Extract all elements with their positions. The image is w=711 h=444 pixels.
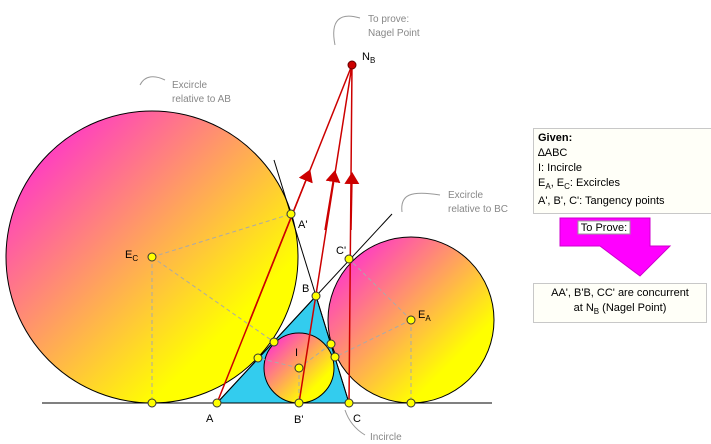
- given-box: Given: ∆ABC I: Incircle EA, EC: Excircle…: [533, 128, 711, 214]
- label: I: [295, 347, 298, 359]
- label: Nagel Point: [368, 28, 420, 39]
- label: E: [418, 309, 425, 321]
- line-ab: [216, 213, 393, 404]
- label: C: [132, 254, 138, 263]
- radii: [151, 213, 412, 403]
- label: A: [425, 314, 431, 323]
- callouts: [139, 15, 441, 436]
- text: I: Incircle: [538, 162, 583, 174]
- text: Given:: [538, 132, 573, 144]
- label: A: [206, 413, 214, 425]
- label: relative to BC: [448, 204, 508, 215]
- text: A: [545, 182, 551, 192]
- label: N: [362, 51, 370, 63]
- label: Incircle: [370, 432, 402, 443]
- points: [147, 209, 416, 408]
- arrow-label-box: [577, 220, 631, 235]
- text: A', B', C': Tangency points: [538, 195, 665, 208]
- text: E: [538, 177, 546, 189]
- text: (Nagel Point): [599, 302, 667, 314]
- label: relative to AB: [172, 94, 231, 105]
- label: EA: [418, 309, 431, 323]
- label: Excircle: [172, 80, 207, 91]
- label: E: [125, 249, 132, 261]
- text: at N: [573, 302, 594, 314]
- text: , E: [550, 177, 565, 189]
- cevians: [216, 64, 360, 404]
- nagel-point: [347, 60, 357, 70]
- text: at NB (Nagel Point): [534, 301, 706, 319]
- label: C': [336, 245, 346, 257]
- prove-box: AA', B'B, CC' are concurrent at NB (Nage…: [533, 283, 707, 323]
- label: To prove:: [368, 14, 409, 25]
- label: B: [302, 283, 309, 295]
- label: Excircle: [448, 190, 483, 201]
- line-cb: [273, 159, 350, 404]
- label: A': [298, 219, 307, 231]
- label: B': [294, 414, 303, 426]
- arrow-label: To Prove:: [581, 222, 627, 234]
- label: C: [353, 413, 361, 425]
- text: B: [593, 307, 600, 317]
- label: EC: [125, 249, 138, 263]
- label: NB: [362, 51, 375, 65]
- text: C: [564, 182, 570, 192]
- text: : Excircles: [569, 177, 621, 189]
- label: B: [370, 56, 375, 65]
- text: ∆ABC: [538, 147, 568, 159]
- text: EA, EC: Excircles: [538, 176, 708, 194]
- text: AA', B'B, CC' are concurrent: [551, 287, 689, 299]
